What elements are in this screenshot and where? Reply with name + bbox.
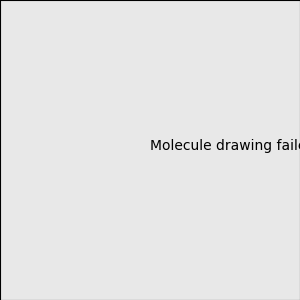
Text: Molecule drawing failed: Molecule drawing failed (150, 139, 300, 153)
